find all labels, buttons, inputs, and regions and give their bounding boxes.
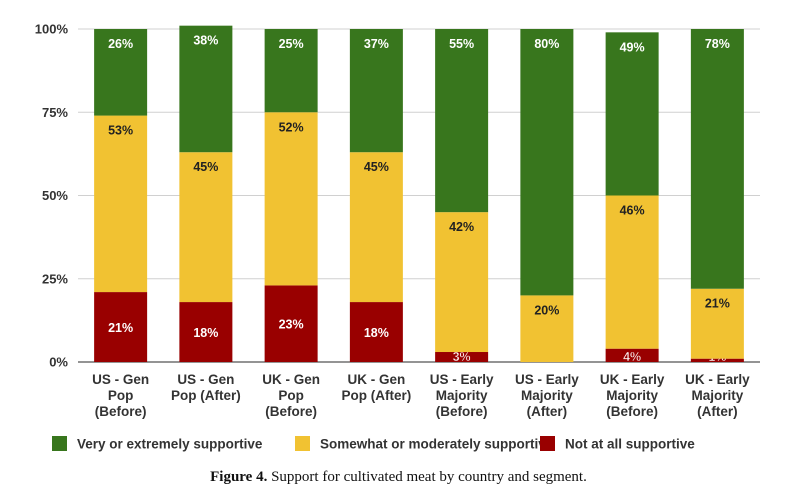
x-tick-label-line: UK - Gen [347, 372, 405, 387]
legend-swatch [295, 436, 310, 451]
x-tick-label-line: Majority [606, 388, 658, 403]
x-tick-label-line: UK - Gen [262, 372, 320, 387]
bar-segment [179, 152, 233, 303]
data-label: 78% [705, 37, 730, 51]
data-label: 21% [108, 321, 133, 335]
x-tick-label: US - Early Majority (Before) [430, 372, 494, 419]
y-tick-label: 50% [42, 188, 68, 203]
bar-segment [264, 285, 318, 362]
bar-segment [605, 32, 659, 196]
x-tick-label-line: (After) [697, 404, 738, 419]
data-label: 52% [279, 120, 304, 134]
data-label: 80% [534, 37, 559, 51]
bar-segment [94, 29, 148, 116]
bar-segment [605, 348, 659, 362]
x-tick-label-line: (Before) [265, 404, 317, 419]
bar-segment [349, 29, 403, 153]
bar-segment [94, 292, 148, 362]
bar-segment [435, 29, 489, 213]
x-tick-label: US - Gen Pop (After) [171, 372, 241, 403]
x-tick-label-line: (Before) [606, 404, 658, 419]
data-label: 45% [364, 160, 389, 174]
x-tick-label-line: UK - Early [600, 372, 665, 387]
y-tick-label: 25% [42, 271, 68, 286]
data-label: 38% [193, 34, 218, 48]
figure-number: Figure 4. [210, 469, 268, 485]
x-tick-label-line: US - Gen [177, 372, 234, 387]
x-tick-label-line: US - Early [515, 372, 579, 387]
legend-label: Somewhat or moderately supportive [320, 437, 554, 452]
data-label: 21% [705, 297, 730, 311]
bar-segment [690, 288, 744, 359]
x-tick-label: UK - Early Majority (Before) [600, 372, 665, 419]
y-tick-label: 100% [35, 22, 69, 37]
bar-segment [179, 25, 233, 153]
x-tick-label: US - Early Majority (After) [515, 372, 579, 419]
bar-segment [349, 302, 403, 362]
bar-segment [435, 352, 489, 362]
data-label: 3% [453, 350, 471, 364]
chart-svg: 0%25%50%75%100%21%53%26%US - Gen Pop (Befo… [35, 22, 760, 452]
data-label: 26% [108, 37, 133, 51]
bar-segment [690, 358, 744, 362]
x-tick-label-line: UK - Early [685, 372, 750, 387]
bar-segment [435, 212, 489, 353]
data-label: 49% [620, 40, 645, 54]
data-label: 23% [279, 318, 304, 332]
x-tick-label-line: (Before) [95, 404, 147, 419]
data-label: 18% [364, 326, 389, 340]
x-tick-label: UK - Gen Pop (After) [342, 372, 412, 403]
data-label: 18% [193, 326, 218, 340]
x-tick-label-line: Pop [278, 388, 304, 403]
data-label: 42% [449, 220, 474, 234]
y-tick-label: 0% [49, 355, 68, 370]
legend-label: Not at all supportive [565, 437, 695, 452]
legend-swatch [540, 436, 555, 451]
figure-caption: Figure 4. Support for cultivated meat by… [0, 469, 797, 486]
x-tick-label-line: US - Gen [92, 372, 149, 387]
data-label: 46% [620, 204, 645, 218]
data-label: 53% [108, 124, 133, 138]
bar-segment [264, 29, 318, 113]
caption-text: Support for cultivated meat by country a… [267, 469, 587, 485]
bar-segment [520, 29, 574, 296]
bar-segment [605, 195, 659, 349]
legend-label: Very or extremely supportive [77, 437, 263, 452]
data-label: 25% [279, 37, 304, 51]
data-label: 20% [534, 303, 559, 317]
x-tick-label: US - Gen Pop (Before) [92, 372, 149, 419]
x-tick-label-line: Majority [521, 388, 573, 403]
bar-segment [520, 295, 574, 362]
data-label: 37% [364, 37, 389, 51]
data-label: 55% [449, 37, 474, 51]
x-tick-label-line: US - Early [430, 372, 494, 387]
x-tick-label-line: Pop (After) [342, 388, 412, 403]
y-tick-label: 75% [42, 105, 68, 120]
x-tick-label: UK - Gen Pop (Before) [262, 372, 320, 419]
data-label: 4% [623, 350, 641, 364]
bar-segment [94, 115, 148, 293]
x-tick-label-line: (After) [527, 404, 568, 419]
data-label: 45% [193, 160, 218, 174]
legend-swatch [52, 436, 67, 451]
bar-segment [179, 302, 233, 362]
x-tick-label-line: (Before) [436, 404, 488, 419]
x-tick-label-line: Majority [691, 388, 743, 403]
x-tick-label-line: Pop [108, 388, 134, 403]
x-tick-label-line: Pop (After) [171, 388, 241, 403]
x-tick-label-line: Majority [436, 388, 488, 403]
bar-segment [349, 152, 403, 303]
bar-segment [690, 29, 744, 289]
bar-segment [264, 112, 318, 286]
x-tick-label: UK - Early Majority (After) [685, 372, 750, 419]
